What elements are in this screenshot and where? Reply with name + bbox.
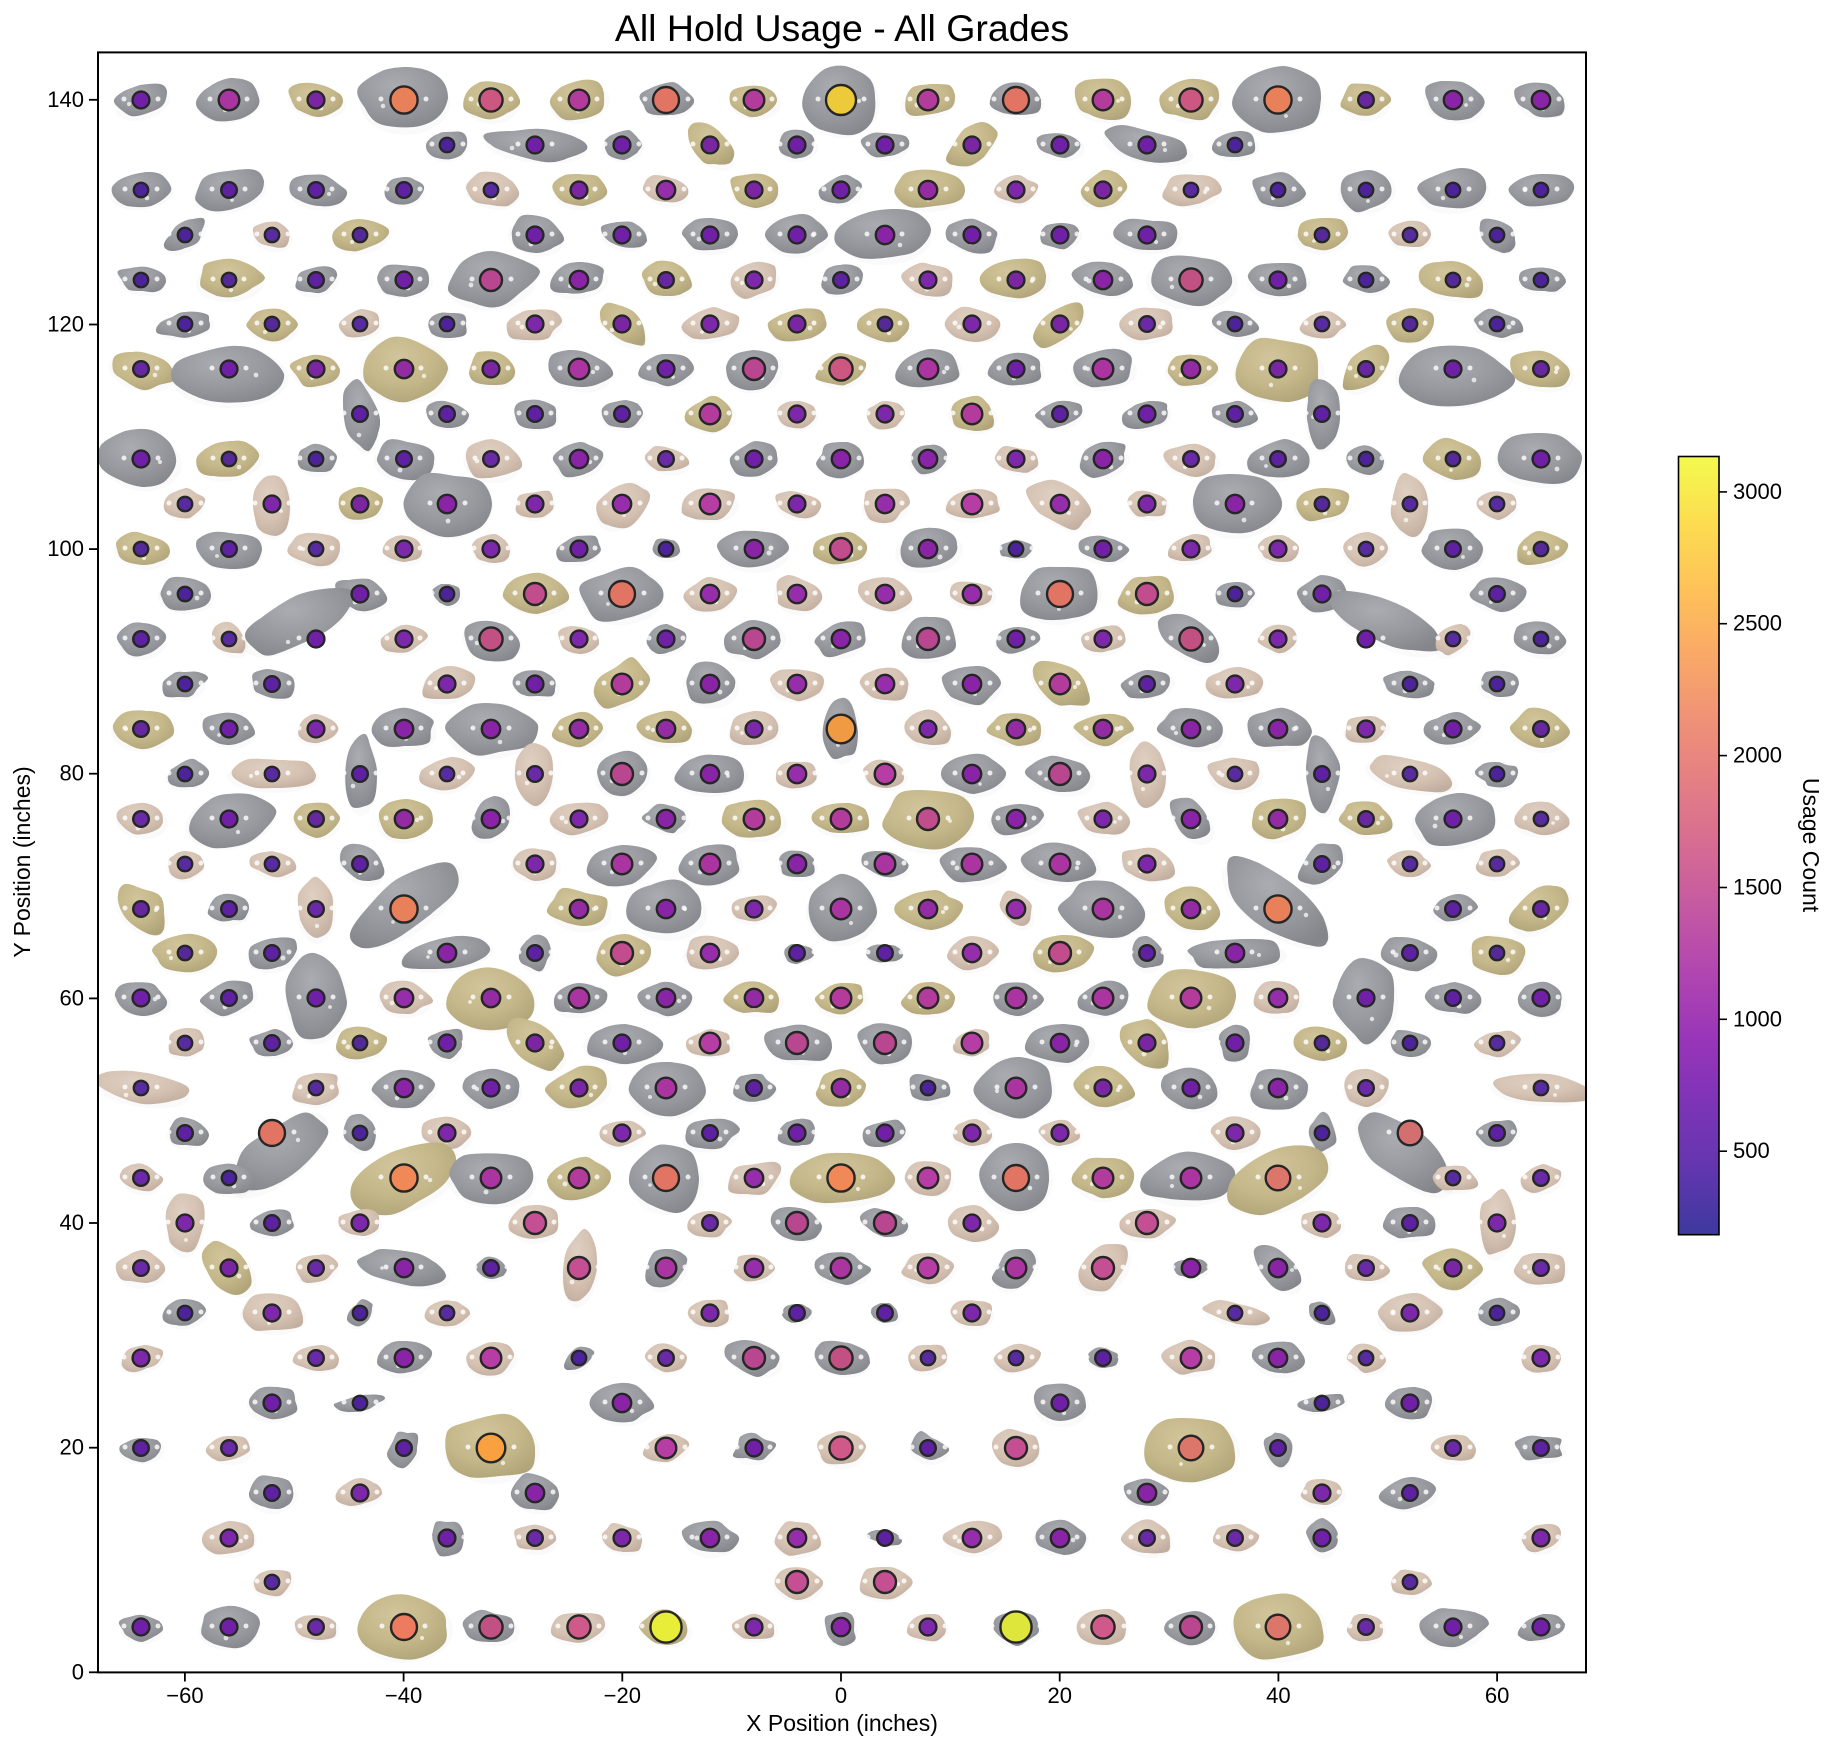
svg-text:X Position (inches): X Position (inches) <box>746 1710 938 1736</box>
svg-text:0: 0 <box>835 1683 847 1708</box>
svg-text:−40: −40 <box>385 1683 422 1708</box>
svg-text:80: 80 <box>60 761 84 786</box>
svg-text:500: 500 <box>1733 1138 1770 1163</box>
svg-text:60: 60 <box>60 985 84 1010</box>
svg-text:Usage Count: Usage Count <box>1798 778 1824 913</box>
svg-text:140: 140 <box>47 87 84 112</box>
svg-text:1000: 1000 <box>1733 1006 1782 1031</box>
svg-text:1500: 1500 <box>1733 875 1782 900</box>
svg-text:40: 40 <box>60 1210 84 1235</box>
svg-text:All Hold Usage - All Grades: All Hold Usage - All Grades <box>615 7 1069 49</box>
svg-text:−20: −20 <box>604 1683 641 1708</box>
svg-text:60: 60 <box>1485 1683 1509 1708</box>
svg-text:100: 100 <box>47 536 84 561</box>
svg-text:3000: 3000 <box>1733 479 1782 504</box>
svg-text:120: 120 <box>47 312 84 337</box>
svg-text:20: 20 <box>60 1435 84 1460</box>
svg-text:0: 0 <box>72 1659 84 1684</box>
svg-text:20: 20 <box>1047 1683 1071 1708</box>
svg-text:2500: 2500 <box>1733 611 1782 636</box>
svg-text:−60: −60 <box>166 1683 203 1708</box>
svg-text:Y Position (inches): Y Position (inches) <box>9 766 35 957</box>
svg-text:40: 40 <box>1266 1683 1290 1708</box>
svg-text:2000: 2000 <box>1733 743 1782 768</box>
